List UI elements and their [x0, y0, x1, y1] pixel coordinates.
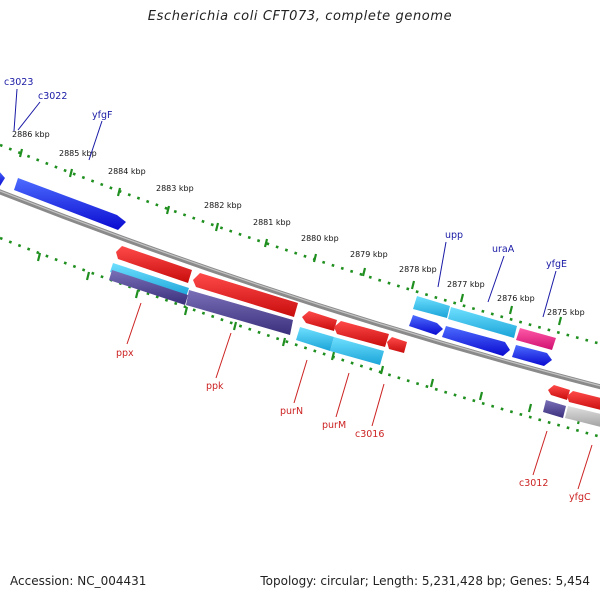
gene-block-cyan[interactable] [448, 307, 517, 338]
top-label-leaders [13, 88, 557, 318]
kbp-label: 2878 kbp [399, 265, 437, 274]
gene-label-yfgE[interactable]: yfgE [546, 259, 567, 270]
reverse-strand-genes [109, 246, 600, 428]
gene-label-ppx[interactable]: ppx [116, 348, 134, 359]
top-gene-labels: c3023 c3022 yfgF upp uraA yfgE [4, 77, 567, 270]
gene-block-red[interactable] [567, 391, 600, 411]
gene-block-red[interactable] [334, 321, 389, 347]
gene-label-c3022[interactable]: c3022 [38, 91, 67, 102]
map-title: Escherichia coli CFT073, complete genome [147, 9, 453, 24]
inner-ruler-dots [0, 236, 600, 438]
gene-block-blue[interactable] [442, 326, 510, 356]
gene-block-red[interactable] [302, 311, 337, 331]
kbp-label: 2877 kbp [447, 280, 485, 289]
gene-label-uraA[interactable]: uraA [492, 244, 515, 255]
accession-text: Accession: NC_004431 [10, 574, 147, 588]
bottom-gene-labels: ppx ppk purN purM c3016 c3012 yfgC [116, 348, 591, 503]
gene-label-c3012[interactable]: c3012 [519, 478, 548, 489]
kbp-label: 2876 kbp [497, 294, 535, 303]
gene-block-grey[interactable] [565, 406, 600, 428]
kbp-label: 2884 kbp [108, 167, 146, 176]
gene-block-cyan[interactable] [413, 296, 450, 318]
gene-label-yfgF[interactable]: yfgF [92, 110, 112, 121]
gene-block-blue[interactable] [409, 315, 443, 335]
gene-label-c3023[interactable]: c3023 [4, 77, 33, 88]
topology-summary-text: Topology: circular; Length: 5,231,428 bp… [260, 574, 590, 588]
gene-label-upp[interactable]: upp [445, 230, 463, 241]
kbp-label: 2885 kbp [59, 149, 97, 158]
kbp-label: 2882 kbp [204, 201, 242, 210]
gene-block-cyan[interactable] [110, 263, 189, 297]
bottom-label-leaders [126, 302, 593, 490]
outer-major-ticks [18, 148, 563, 326]
gene-block-cyan[interactable] [296, 327, 334, 351]
kbp-label: 2875 kbp [547, 308, 585, 317]
gene-label-purN[interactable]: purN [280, 406, 303, 417]
gene-label-c3016[interactable]: c3016 [355, 429, 384, 440]
gene-block-cyan[interactable] [330, 337, 384, 365]
kbp-label: 2881 kbp [253, 218, 291, 227]
genome-backbone-highlight [0, 190, 600, 387]
kbp-label: 2879 kbp [350, 250, 388, 259]
gene-block-blue[interactable] [0, 170, 5, 186]
gene-block-red[interactable] [387, 337, 407, 353]
gene-block-purple[interactable] [543, 400, 566, 418]
gene-block-red[interactable] [548, 385, 570, 400]
gene-block-blue[interactable] [512, 345, 552, 366]
kbp-label: 2883 kbp [156, 184, 194, 193]
forward-strand-genes [0, 170, 556, 366]
gene-block-red[interactable] [116, 246, 192, 283]
gene-block-purple[interactable] [186, 290, 293, 335]
gene-label-yfgC[interactable]: yfgC [569, 492, 591, 503]
gene-label-ppk[interactable]: ppk [206, 381, 224, 392]
gene-block-purple[interactable] [109, 270, 188, 305]
genome-backbone [0, 189, 600, 390]
gene-block-blue[interactable] [14, 178, 126, 230]
kbp-label: 2886 kbp [12, 130, 50, 139]
gene-label-purM[interactable]: purM [322, 420, 346, 431]
gene-block-magenta[interactable] [516, 328, 556, 350]
gene-block-red[interactable] [193, 273, 298, 317]
kbp-scale-labels: 2886 kbp 2885 kbp 2884 kbp 2883 kbp 2882… [12, 130, 585, 317]
kbp-label: 2880 kbp [301, 234, 339, 243]
